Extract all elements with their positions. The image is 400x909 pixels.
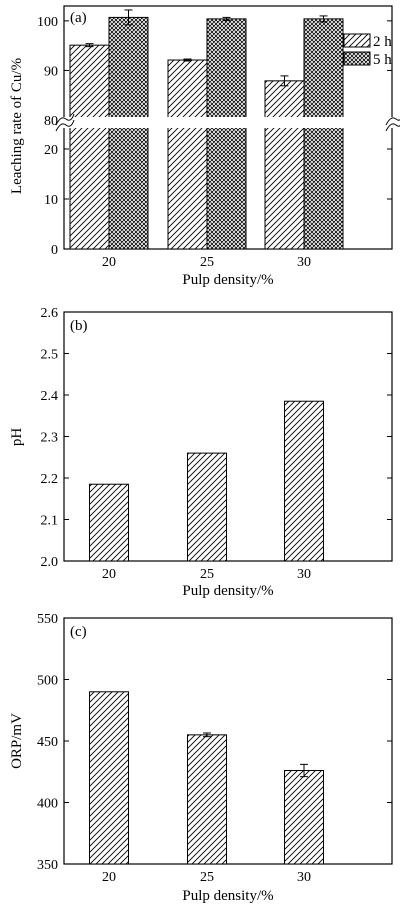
panel-c-xtick-label: 30	[297, 870, 311, 885]
legend-label-2h: 2 h	[373, 34, 392, 50]
panel-a-bar-5h-25	[206, 18, 247, 250]
panel-a-ytick-label: 90	[44, 64, 58, 79]
panel-b-bars	[89, 400, 324, 562]
panel-c-ytick-label: 500	[37, 674, 58, 689]
panel-b-xlabel: Pulp density/%	[182, 583, 273, 599]
panel-c-bars	[89, 691, 324, 865]
panel-a-bar-2h-20	[69, 44, 110, 250]
panel-c-bar-20	[89, 691, 129, 865]
panel-c-x-axis: 20 25 30	[102, 859, 311, 885]
panel-a-bar-5h-30	[303, 18, 344, 250]
panel-c-y-axis: 350 400 450 500 550	[37, 612, 392, 873]
panel-b-xtick-label: 25	[200, 567, 214, 582]
panel-b-ytick-label: 2.1	[41, 514, 59, 529]
panel-c-ytick-label: 400	[37, 797, 58, 812]
panel-c-ytick-label: 550	[37, 612, 58, 627]
panel-b-ytick-label: 2.6	[41, 306, 59, 321]
panel-a-bar-5h-20	[108, 16, 149, 250]
legend-swatch-2h	[343, 33, 371, 48]
panel-a-axis-break	[55, 113, 400, 132]
panel-a-legend: 2 h 5 h	[343, 33, 392, 68]
panel-a-xtick-label: 20	[102, 255, 116, 270]
panel-b-ylabel: pH	[9, 428, 25, 447]
panel-b-bar-30	[284, 400, 324, 562]
panel-c: (c) 350 400 450 500 550 20 25 30 Pulp density/…	[9, 612, 393, 904]
panel-b-x-axis: 20 25 30	[102, 556, 311, 582]
panel-a-xtick-label: 25	[200, 255, 214, 270]
panel-a-bars	[69, 9, 344, 250]
panel-a: (a) 0 10 20 80 90 100 20 25 30 2 h 5 h Pulp den…	[9, 5, 400, 288]
panel-b-ytick-label: 2.0	[41, 555, 59, 570]
panel-c-ylabel: ORP/mV	[9, 713, 25, 769]
panel-a-xlabel: Pulp density/%	[182, 272, 273, 288]
legend-label-5h: 5 h	[373, 52, 392, 68]
panel-a-ytick-label: 10	[44, 193, 58, 208]
panel-b-ytick-label: 2.4	[41, 389, 59, 404]
panel-b-y-axis: 2.0 2.1 2.2 2.3 2.4 2.5 2.6	[41, 306, 392, 570]
panel-c-bar-30	[284, 770, 324, 865]
panel-b-xtick-label: 30	[297, 567, 311, 582]
legend-swatch-5h	[343, 51, 371, 66]
panel-a-xtick-label: 30	[297, 255, 311, 270]
panel-c-ytick-label: 450	[37, 735, 58, 750]
panel-a-ytick-label: 80	[44, 114, 58, 129]
panel-a-ytick-label: 20	[44, 143, 58, 158]
panel-c-ytick-label: 350	[37, 858, 58, 873]
panel-b-ytick-label: 2.2	[41, 472, 59, 487]
panel-c-tag: (c)	[70, 624, 87, 640]
panel-c-xlabel: Pulp density/%	[182, 888, 273, 904]
panel-b-tag: (b)	[70, 318, 88, 334]
panel-b-bar-20	[89, 483, 129, 562]
panel-b-xtick-label: 20	[102, 567, 116, 582]
panel-a-bar-2h-30	[264, 80, 305, 250]
panel-a-ytick-label: 0	[51, 243, 58, 258]
panel-b-ytick-label: 2.5	[41, 348, 59, 363]
panel-c-xtick-label: 25	[200, 870, 214, 885]
panel-c-xtick-label: 20	[102, 870, 116, 885]
panel-a-bar-2h-25	[167, 59, 208, 250]
panel-c-bar-25	[187, 734, 227, 865]
panel-b-ytick-label: 2.3	[41, 431, 59, 446]
panel-b: (b) 2.0 2.1 2.2 2.3 2.4 2.5 2.6 20 25 30 Pulp de…	[9, 306, 393, 599]
panel-a-tag: (a)	[70, 10, 87, 26]
panel-a-ylabel: Leaching rate of Cu/%	[9, 58, 25, 194]
panel-b-bar-25	[187, 452, 227, 562]
panel-a-ytick-label: 100	[37, 15, 58, 30]
